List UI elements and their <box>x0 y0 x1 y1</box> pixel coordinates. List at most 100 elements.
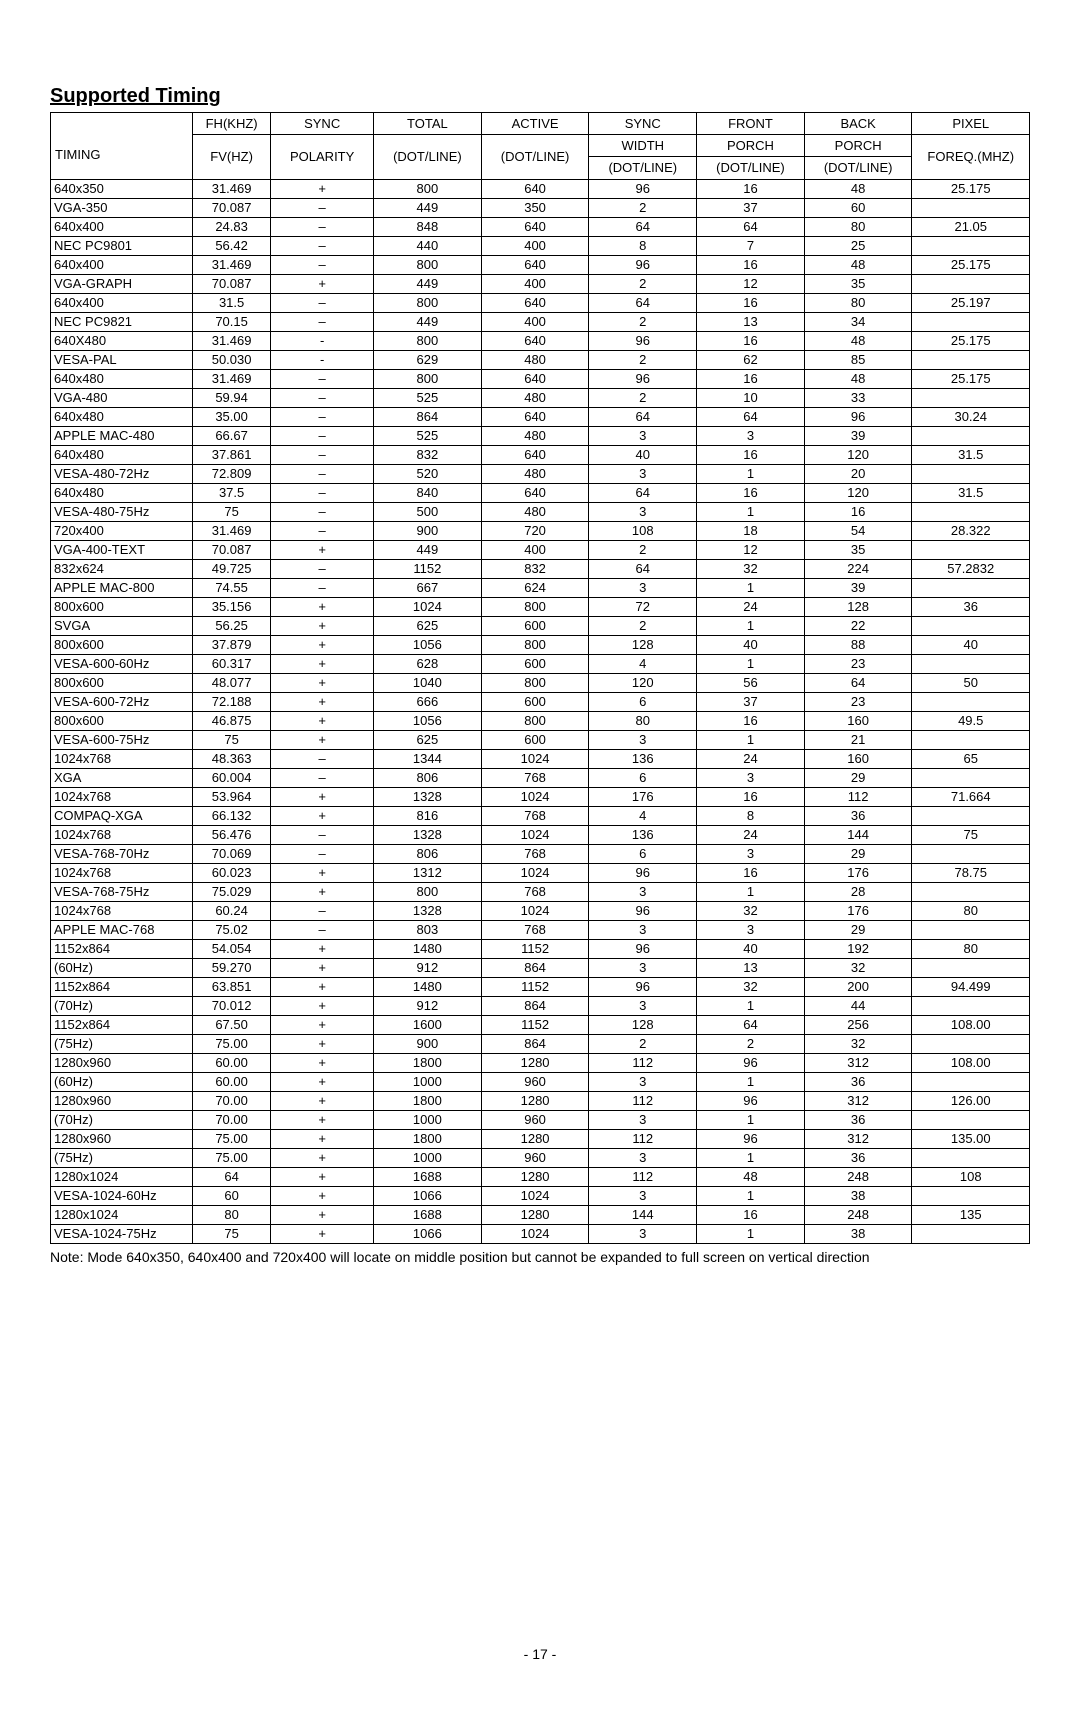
table-cell: VGA-400-TEXT <box>51 540 193 559</box>
table-cell: 13 <box>697 958 805 977</box>
table-cell: 23 <box>804 692 912 711</box>
table-cell: 96 <box>697 1129 805 1148</box>
table-cell: APPLE MAC-480 <box>51 426 193 445</box>
table-cell: 1152 <box>374 559 482 578</box>
th-porch-back: PORCH <box>804 135 912 157</box>
table-cell: 112 <box>589 1129 697 1148</box>
table-cell: 28 <box>804 882 912 901</box>
table-cell: 31.469 <box>192 331 270 350</box>
table-cell: 628 <box>374 654 482 673</box>
table-row: 1024x76860.24–13281024963217680 <box>51 901 1030 920</box>
th-porch-front: PORCH <box>697 135 805 157</box>
table-cell: 800 <box>481 711 589 730</box>
table-cell: 640x480 <box>51 483 193 502</box>
table-cell: 806 <box>374 844 482 863</box>
table-cell <box>912 198 1030 217</box>
table-cell: 1000 <box>374 1072 482 1091</box>
table-cell: 864 <box>481 1034 589 1053</box>
table-cell: 1056 <box>374 635 482 654</box>
table-cell: 480 <box>481 426 589 445</box>
table-cell: 600 <box>481 616 589 635</box>
table-cell: APPLE MAC-768 <box>51 920 193 939</box>
table-cell: 600 <box>481 730 589 749</box>
table-cell: 1 <box>697 654 805 673</box>
table-row: SVGA56.25+6256002122 <box>51 616 1030 635</box>
table-cell <box>912 312 1030 331</box>
table-cell: 108.00 <box>912 1053 1030 1072</box>
table-cell: (70Hz) <box>51 996 193 1015</box>
table-cell: 66.67 <box>192 426 270 445</box>
table-cell: 1 <box>697 882 805 901</box>
table-cell: 25.175 <box>912 255 1030 274</box>
table-cell: 21.05 <box>912 217 1030 236</box>
table-cell <box>912 1186 1030 1205</box>
table-cell: NEC PC9801 <box>51 236 193 255</box>
table-cell: 25.175 <box>912 369 1030 388</box>
table-row: VGA-GRAPH70.087+44940021235 <box>51 274 1030 293</box>
table-cell: 70.00 <box>192 1091 270 1110</box>
table-row: APPLE MAC-80074.55–6676243139 <box>51 578 1030 597</box>
table-cell: 1688 <box>374 1205 482 1224</box>
table-row: 640x40024.83–84864064648021.05 <box>51 217 1030 236</box>
table-cell: 60.00 <box>192 1053 270 1072</box>
table-cell: SVGA <box>51 616 193 635</box>
table-cell: 1152x864 <box>51 1015 193 1034</box>
table-cell: 48.077 <box>192 673 270 692</box>
table-cell: 16 <box>697 1205 805 1224</box>
table-cell <box>912 274 1030 293</box>
table-cell: 40 <box>697 939 805 958</box>
table-cell: 66.132 <box>192 806 270 825</box>
table-cell: 2 <box>589 350 697 369</box>
th-polarity: POLARITY <box>271 135 374 179</box>
table-cell: + <box>271 1072 374 1091</box>
table-cell: – <box>271 369 374 388</box>
table-cell: 640 <box>481 369 589 388</box>
table-cell: 80 <box>912 939 1030 958</box>
table-cell: 1152 <box>481 1015 589 1034</box>
table-cell: 848 <box>374 217 482 236</box>
table-cell: 75.02 <box>192 920 270 939</box>
table-cell: COMPAQ-XGA <box>51 806 193 825</box>
table-cell: 1066 <box>374 1224 482 1243</box>
table-cell: 640 <box>481 293 589 312</box>
table-row: 832x62449.725–1152832643222457.2832 <box>51 559 1030 578</box>
table-cell: – <box>271 445 374 464</box>
table-cell: 24 <box>697 825 805 844</box>
table-cell: 400 <box>481 312 589 331</box>
table-cell: 94.499 <box>912 977 1030 996</box>
table-cell <box>912 996 1030 1015</box>
table-cell: 16 <box>804 502 912 521</box>
table-cell: 1 <box>697 1072 805 1091</box>
page-title: Supported Timing <box>50 85 1030 108</box>
table-cell: 900 <box>374 1034 482 1053</box>
table-cell: 3 <box>697 768 805 787</box>
table-cell: – <box>271 483 374 502</box>
table-cell: 480 <box>481 464 589 483</box>
table-cell: 1280x1024 <box>51 1167 193 1186</box>
table-cell: 112 <box>589 1167 697 1186</box>
table-cell: + <box>271 1224 374 1243</box>
table-cell: 96 <box>589 369 697 388</box>
table-cell: 56.476 <box>192 825 270 844</box>
table-cell: 88 <box>804 635 912 654</box>
table-cell: 56 <box>697 673 805 692</box>
table-cell: 1 <box>697 996 805 1015</box>
table-cell: VESA-1024-75Hz <box>51 1224 193 1243</box>
table-cell: 500 <box>374 502 482 521</box>
table-cell: 1000 <box>374 1148 482 1167</box>
table-cell: + <box>271 1167 374 1186</box>
table-cell: 3 <box>697 844 805 863</box>
table-cell: 1280 <box>481 1167 589 1186</box>
table-row: VESA-600-72Hz72.188+66660063723 <box>51 692 1030 711</box>
table-cell: 3 <box>589 1186 697 1205</box>
table-cell: VESA-600-60Hz <box>51 654 193 673</box>
table-cell: 1024 <box>481 1224 589 1243</box>
table-cell: 32 <box>697 977 805 996</box>
table-cell: 3 <box>589 464 697 483</box>
table-cell: 1280 <box>481 1053 589 1072</box>
table-cell: + <box>271 635 374 654</box>
table-cell: 64 <box>804 673 912 692</box>
table-cell: 136 <box>589 825 697 844</box>
table-cell: 1000 <box>374 1110 482 1129</box>
footnote: Note: Mode 640x350, 640x400 and 720x400 … <box>50 1248 1030 1266</box>
